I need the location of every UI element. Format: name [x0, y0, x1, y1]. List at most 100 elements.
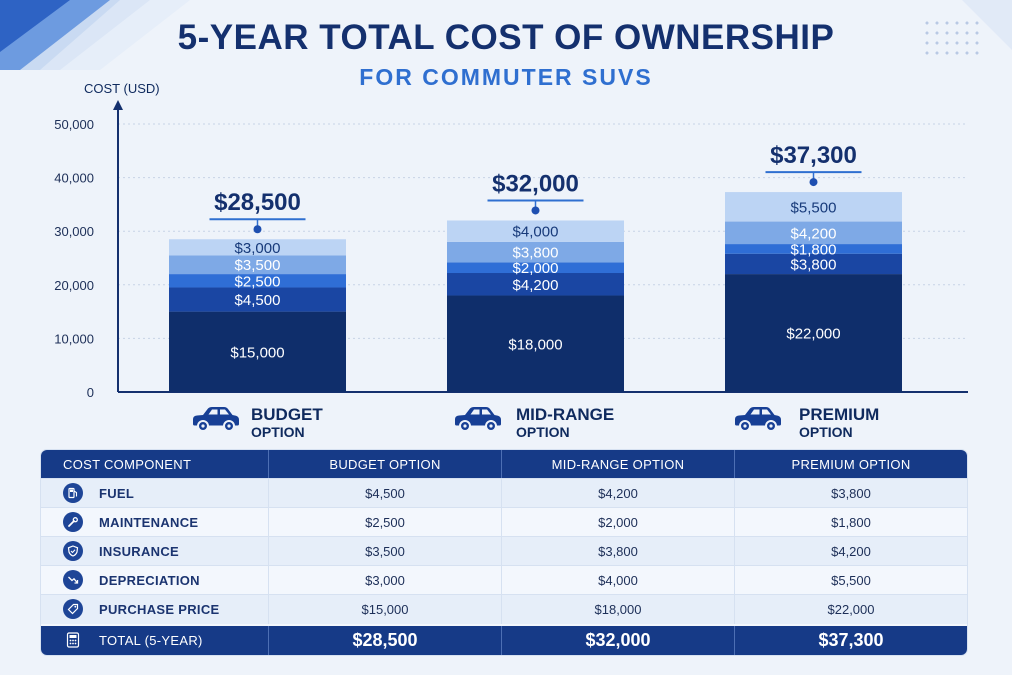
category-subtitle: OPTION — [251, 424, 305, 440]
y-tick-label: 40,000 — [54, 171, 94, 186]
total-label: TOTAL (5-YEAR) — [99, 633, 203, 648]
column-header: MID-RANGE OPTION — [501, 450, 734, 478]
bar-segment-maintenance — [169, 274, 346, 288]
data-label: $2,500 — [235, 273, 281, 290]
total-marker — [253, 225, 262, 234]
wrench-icon — [63, 512, 83, 532]
table-cell: $3,000 — [268, 566, 501, 595]
car-icon — [189, 404, 243, 434]
y-axis-arrow — [113, 100, 123, 110]
bar-segment-depreciation — [725, 192, 902, 222]
column-header: PREMIUM OPTION — [734, 450, 967, 478]
y-axis-label: COST (USD) — [84, 81, 160, 96]
total-label: $37,300 — [770, 142, 857, 169]
shield-icon — [63, 541, 83, 561]
data-label: $18,000 — [508, 336, 562, 353]
total-cell: $37,300 — [734, 626, 967, 655]
data-label: $4,500 — [235, 292, 281, 309]
table-cell: $3,800 — [501, 537, 734, 566]
table-cell: $1,800 — [734, 508, 967, 537]
column-header: BUDGET OPTION — [268, 450, 501, 478]
table-cell: $2,000 — [501, 508, 734, 537]
data-label: $2,000 — [513, 260, 559, 277]
bar-segment-purchase-price — [447, 295, 624, 392]
bar-segment-fuel — [725, 253, 902, 275]
row-label: MAINTENANCE — [99, 515, 199, 530]
category-subtitle: OPTION — [799, 424, 853, 440]
total-cell: $32,000 — [501, 626, 734, 655]
total-cell: $28,500 — [268, 626, 501, 655]
data-label: $4,000 — [513, 224, 559, 241]
corner-decoration-right — [962, 0, 1012, 50]
category-subtitle: OPTION — [516, 424, 570, 440]
table-header-row: COST COMPONENT BUDGET OPTION MID-RANGE O… — [41, 450, 967, 478]
data-label: $4,200 — [513, 277, 559, 294]
table-cell: $4,000 — [501, 566, 734, 595]
table-total-row: TOTAL (5-YEAR) $28,500 $32,000 $37,300 — [41, 626, 967, 655]
data-label: $22,000 — [786, 326, 840, 343]
bar-segment-maintenance — [447, 262, 624, 274]
y-tick-label: 30,000 — [54, 224, 94, 239]
data-label: $3,800 — [791, 256, 837, 273]
data-label: $3,800 — [513, 245, 559, 262]
bar-segment-insurance — [169, 255, 346, 275]
table-cell: $18,000 — [501, 595, 734, 624]
stacked-bar-chart: COST (USD) 0 10,000 20,000 30,000 40,000 50,00… — [54, 81, 968, 400]
table-cell: $22,000 — [734, 595, 967, 624]
y-tick-label: 0 — [87, 385, 94, 400]
row-label: INSURANCE — [99, 544, 179, 559]
total-label: $32,000 — [492, 170, 579, 197]
chart-subtitle: FOR COMMUTER SUVS — [359, 64, 653, 90]
table-cell: $2,500 — [268, 508, 501, 537]
price-tag-icon — [63, 599, 83, 619]
data-label: $5,500 — [791, 199, 837, 216]
row-label: FUEL — [99, 486, 135, 501]
category-title: MID-RANGE — [516, 405, 615, 424]
data-label: $4,200 — [791, 225, 837, 242]
row-label: DEPRECIATION — [99, 573, 200, 588]
table-row: FUEL $4,500 $4,200 $3,800 — [41, 478, 967, 508]
calculator-icon — [63, 630, 83, 650]
y-tick-label: 20,000 — [54, 278, 94, 293]
table-cell: $3,500 — [268, 537, 501, 566]
table-cell: $4,200 — [734, 537, 967, 566]
total-marker — [531, 206, 540, 215]
category-title: BUDGET — [251, 405, 323, 424]
bar-segment-fuel — [169, 287, 346, 312]
bar-segment-depreciation — [169, 239, 346, 256]
car-icon — [451, 404, 505, 434]
table-row: PURCHASE PRICE $15,000 $18,000 $22,000 — [41, 594, 967, 624]
cost-table: COST COMPONENT BUDGET OPTION MID-RANGE O… — [41, 450, 967, 655]
bar-segment-depreciation — [447, 220, 624, 242]
column-header: COST COMPONENT — [63, 456, 192, 472]
y-tick-label: 10,000 — [54, 331, 94, 346]
data-label: $1,800 — [791, 241, 837, 258]
corner-decoration — [0, 0, 190, 70]
bar-segment-purchase-price — [725, 274, 902, 392]
bar-segment-maintenance — [725, 244, 902, 254]
category-title: PREMIUM — [799, 405, 880, 424]
table-row: INSURANCE $3,500 $3,800 $4,200 — [41, 536, 967, 566]
row-label: PURCHASE PRICE — [99, 602, 220, 617]
table-row: MAINTENANCE $2,500 $2,000 $1,800 — [41, 507, 967, 537]
total-label: $28,500 — [214, 189, 301, 216]
data-label: $3,500 — [235, 257, 281, 274]
data-label: $15,000 — [230, 344, 284, 361]
table-cell: $3,800 — [734, 479, 967, 508]
dot-pattern — [922, 18, 982, 58]
table-cell: $15,000 — [268, 595, 501, 624]
bar-segment-insurance — [725, 221, 902, 245]
table-cell: $4,200 — [501, 479, 734, 508]
bar-segment-fuel — [447, 273, 624, 296]
table-cell: $5,500 — [734, 566, 967, 595]
data-label: $3,000 — [235, 240, 281, 257]
fuel-pump-icon — [63, 483, 83, 503]
total-marker — [809, 178, 818, 187]
chart-title: 5-YEAR TOTAL COST OF OWNERSHIP — [177, 18, 835, 57]
table-cell: $4,500 — [268, 479, 501, 508]
table-row: DEPRECIATION $3,000 $4,000 $5,500 — [41, 565, 967, 595]
bar-segment-insurance — [447, 241, 624, 263]
trend-down-icon — [63, 570, 83, 590]
bar-segment-purchase-price — [169, 311, 346, 392]
car-icon — [731, 404, 785, 434]
